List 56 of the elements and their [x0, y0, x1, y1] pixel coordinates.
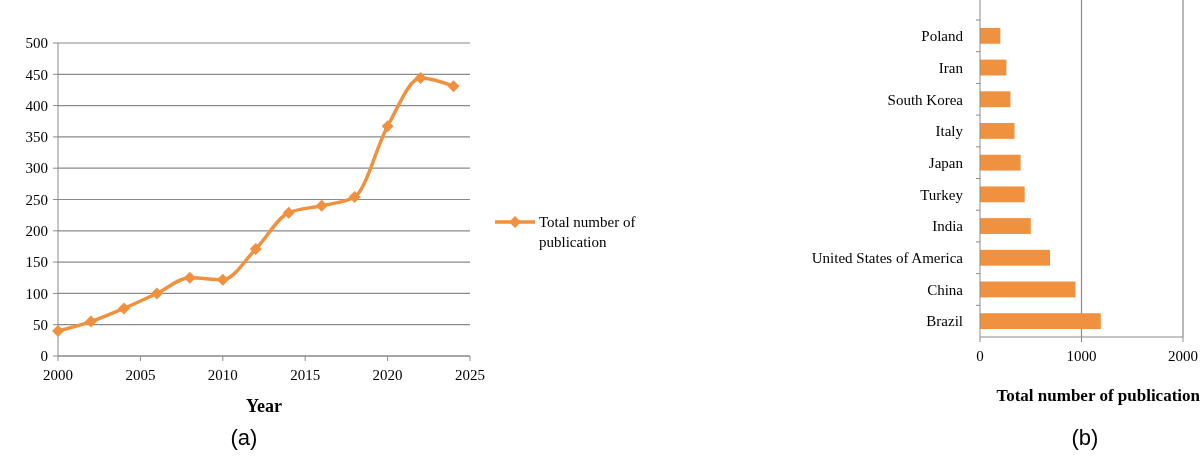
y-tick-label: 50	[33, 316, 48, 333]
bar	[980, 313, 1101, 330]
y-tick-label: 100	[25, 285, 48, 302]
y-tick-label: 400	[25, 97, 48, 114]
x-tick-label: 2025	[455, 367, 485, 383]
x-tick-label: 2020	[372, 367, 403, 383]
text: (a)	[230, 425, 258, 450]
point	[282, 206, 295, 219]
y-tick-label: 350	[25, 129, 48, 146]
bar	[980, 281, 1076, 298]
point	[414, 72, 427, 85]
point	[348, 191, 361, 203]
y-tick-label: Poland	[921, 28, 964, 45]
bar	[980, 154, 1021, 171]
bar	[980, 123, 1015, 139]
point	[150, 287, 163, 300]
text: (b)	[1071, 425, 1099, 450]
x-tick-label: 2015	[290, 367, 321, 383]
y-tick-label: Turkey	[920, 186, 964, 203]
y-tick-label: South Korea	[887, 91, 964, 108]
bar	[980, 218, 1031, 234]
bar	[980, 186, 1025, 203]
point	[447, 80, 460, 93]
y-tick-label: 300	[25, 160, 48, 177]
bar	[980, 249, 1051, 266]
y-tick-label: 200	[25, 223, 48, 240]
bar	[980, 91, 1011, 108]
x-tick-label: 2000	[1168, 348, 1198, 364]
point	[249, 242, 262, 255]
y-tick-label: 250	[25, 191, 48, 208]
y-tick-label: Brazil	[926, 313, 963, 330]
y-tick-label: India	[932, 218, 964, 235]
y-tick-label: 500	[25, 35, 48, 52]
y-tick-label: United States of America	[811, 250, 964, 266]
x-tick-label: 2000	[43, 367, 73, 383]
point	[381, 120, 394, 133]
bar	[980, 27, 1001, 44]
point	[117, 302, 130, 315]
x-tick-label: 1000	[1066, 348, 1097, 364]
x-axis-title: Year	[246, 396, 282, 416]
legend-label: Total number of publication	[539, 214, 636, 251]
x-axis-title: Total number of publication	[996, 386, 1201, 405]
point	[315, 199, 328, 212]
x-tick-label: 2010	[207, 367, 238, 383]
y-tick-label: Japan	[928, 154, 964, 171]
point	[52, 324, 64, 337]
y-tick-label: China	[927, 281, 964, 298]
y-tick-label: 450	[25, 66, 48, 83]
y-tick-label: 150	[25, 254, 48, 271]
x-tick-label: 2005	[125, 367, 156, 383]
point	[183, 271, 196, 284]
y-tick-label: Iran	[938, 59, 964, 76]
x-tick-label: 0	[976, 348, 984, 364]
bar	[980, 59, 1007, 76]
point	[84, 315, 97, 328]
y-tick-label: Italy	[935, 123, 964, 140]
